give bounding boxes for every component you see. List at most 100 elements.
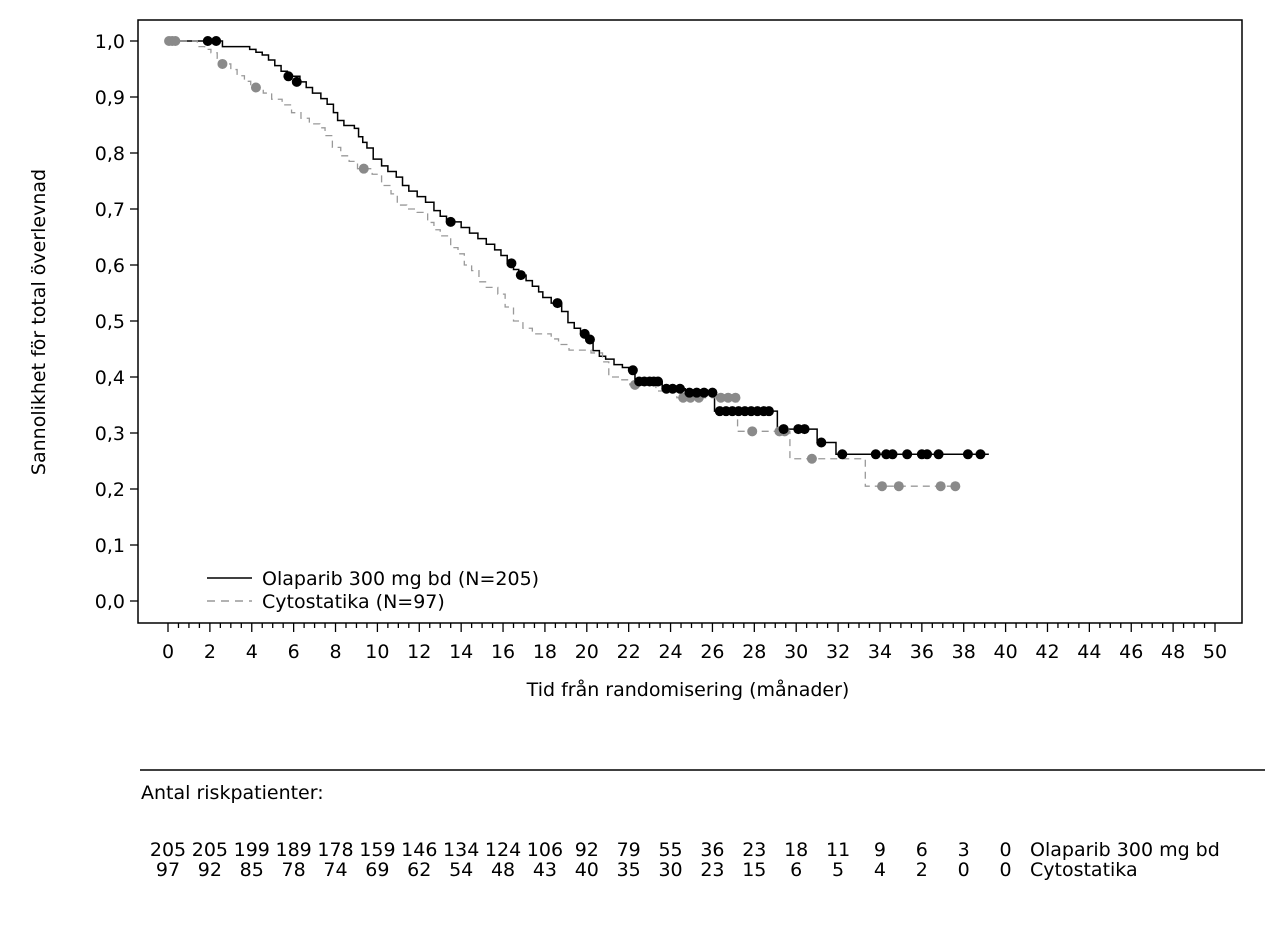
censor-dot-olaparib <box>674 383 685 394</box>
y-tick-label: 0,1 <box>95 535 125 557</box>
censor-dot-olaparib <box>870 449 881 460</box>
censor-dot-olaparib <box>699 387 710 398</box>
risk-count: 189 <box>276 839 312 861</box>
risk-count: 23 <box>742 839 766 861</box>
risk-count: 92 <box>198 859 222 881</box>
x-tick-label: 12 <box>407 641 431 663</box>
censor-dot-olaparib <box>515 270 526 281</box>
censor-dot-olaparib <box>291 76 302 87</box>
censor-dot-olaparib <box>707 387 718 398</box>
censor-dot-olaparib <box>933 449 944 460</box>
x-tick-label: 2 <box>204 641 216 663</box>
x-tick-label: 22 <box>617 641 641 663</box>
x-tick-label: 28 <box>742 641 766 663</box>
risk-count: 106 <box>527 839 563 861</box>
x-tick-label: 34 <box>868 641 892 663</box>
risk-count: 6 <box>916 839 928 861</box>
censor-dot-olaparib <box>667 383 678 394</box>
censor-dot-olaparib <box>627 365 638 376</box>
x-tick-label: 44 <box>1077 641 1101 663</box>
censor-dot-olaparib <box>283 71 294 82</box>
x-axis-ticks: 0 2 4 6 8 10 12 14 16 18 20 22 24 26 28 30 32 34 36 38 40 42 4… <box>162 623 1227 663</box>
y-tick-label: 0,7 <box>95 199 125 221</box>
censor-dot-olaparib <box>837 449 848 460</box>
risk-count: 199 <box>234 839 270 861</box>
censor-dot-cytostatika <box>730 392 741 403</box>
censor-dot-olaparib <box>922 449 933 460</box>
risk-count: 205 <box>150 839 186 861</box>
risk-count: 85 <box>240 859 264 881</box>
risk-count: 78 <box>282 859 306 881</box>
risk-count: 3 <box>958 839 970 861</box>
legend-label-olaparib: Olaparib 300 mg bd (N=205) <box>262 568 539 590</box>
censor-dot-cytostatika <box>950 481 961 492</box>
risk-count: 69 <box>365 859 389 881</box>
risk-count: 178 <box>317 839 353 861</box>
risk-count: 36 <box>700 839 724 861</box>
x-tick-label: 6 <box>288 641 300 663</box>
x-tick-label: 24 <box>658 641 682 663</box>
censor-dot-cytostatika <box>358 163 369 174</box>
censor-dot-olaparib <box>584 334 595 345</box>
censor-dot-olaparib <box>763 406 774 417</box>
risk-count: 55 <box>658 839 682 861</box>
risk-count: 97 <box>156 859 180 881</box>
censor-dot-olaparib <box>445 216 456 227</box>
risk-count: 205 <box>192 839 228 861</box>
risk-count: 18 <box>784 839 808 861</box>
censor-dot-cytostatika <box>723 392 734 403</box>
x-axis-title: Tid från randomisering (månader) <box>526 678 850 701</box>
censor-dot-olaparib <box>902 449 913 460</box>
censor-dot-olaparib <box>211 36 222 46</box>
censor-dot-olaparib <box>778 424 789 435</box>
censor-dot-cytostatika <box>715 392 726 403</box>
censor-dot-cytostatika <box>893 481 904 492</box>
censor-dot-cytostatika <box>250 82 261 93</box>
risk-count: 62 <box>407 859 431 881</box>
x-tick-label: 10 <box>365 641 389 663</box>
risk-count: 159 <box>359 839 395 861</box>
y-tick-label: 0,9 <box>95 87 125 109</box>
risk-count: 15 <box>742 859 766 881</box>
risk-count: 48 <box>491 859 515 881</box>
plot-frame <box>137 19 1243 624</box>
y-tick-label: 0,5 <box>95 311 125 333</box>
x-tick-label: 50 <box>1203 641 1227 663</box>
risk-count: 9 <box>874 839 886 861</box>
x-tick-label: 20 <box>575 641 599 663</box>
risk-table-heading: Antal riskpatienter: <box>141 782 324 804</box>
censor-marks <box>164 36 986 492</box>
censor-dot-cytostatika <box>935 481 946 492</box>
risk-count: 43 <box>533 859 557 881</box>
risk-count: 23 <box>700 859 724 881</box>
x-tick-label: 16 <box>491 641 515 663</box>
y-tick-label: 0,3 <box>95 423 125 445</box>
x-tick-label: 32 <box>826 641 850 663</box>
x-tick-label: 4 <box>246 641 258 663</box>
y-tick-label: 0,2 <box>95 479 125 501</box>
censor-dot-olaparib <box>552 298 563 309</box>
risk-count: 11 <box>826 839 850 861</box>
risk-count: 6 <box>790 859 802 881</box>
risk-row-label-cytostatika: Cytostatika <box>1030 859 1138 881</box>
x-tick-label: 30 <box>784 641 808 663</box>
censor-dot-olaparib <box>816 437 827 448</box>
y-tick-label: 0,0 <box>95 591 125 613</box>
risk-count: 4 <box>874 859 886 881</box>
risk-count: 2 <box>916 859 928 881</box>
survival-curve-cytostatika <box>168 40 960 487</box>
censor-dot-cytostatika <box>217 58 228 69</box>
risk-count: 0 <box>1000 839 1012 861</box>
risk-count: 74 <box>323 859 347 881</box>
risk-count: 54 <box>449 859 473 881</box>
risk-count: 30 <box>658 859 682 881</box>
risk-count: 124 <box>485 839 521 861</box>
x-tick-label: 42 <box>1035 641 1059 663</box>
x-tick-label: 36 <box>910 641 934 663</box>
x-tick-label: 48 <box>1161 641 1185 663</box>
x-tick-label: 40 <box>994 641 1018 663</box>
censor-dot-olaparib <box>887 449 898 460</box>
x-tick-label: 26 <box>700 641 724 663</box>
